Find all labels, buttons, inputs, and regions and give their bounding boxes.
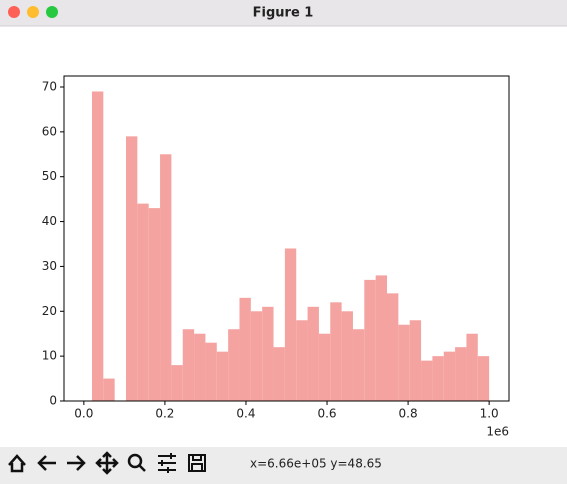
- save-button[interactable]: [188, 454, 206, 472]
- axes-frame: [63, 75, 510, 402]
- bar: [330, 302, 342, 401]
- bar: [250, 311, 263, 401]
- bar: [409, 320, 422, 401]
- bar: [398, 324, 410, 401]
- bar: [205, 342, 217, 401]
- bar: [137, 203, 149, 401]
- bar: [318, 333, 331, 401]
- x-tick-label: 0.2: [155, 407, 174, 421]
- bar: [228, 329, 240, 401]
- bar: [466, 333, 478, 401]
- y-tick-label: 10: [42, 349, 57, 363]
- bar: [364, 279, 376, 401]
- y-tick-label: 20: [42, 304, 57, 318]
- zoom-rect-button[interactable]: [127, 453, 146, 472]
- x-tick-label: 1.0: [480, 407, 499, 421]
- bar: [421, 360, 433, 401]
- title-bar: [0, 0, 567, 26]
- y-tick-label: 60: [42, 124, 57, 138]
- bar: [182, 329, 195, 401]
- window-title: Figure 1: [253, 6, 314, 21]
- status-text: x=6.66e+05 y=48.65: [250, 457, 382, 471]
- bar: [375, 275, 388, 401]
- y-tick-label: 40: [42, 214, 57, 228]
- x-tick-label: 0.6: [317, 407, 336, 421]
- y-tick-label: 50: [42, 169, 57, 183]
- bar: [341, 311, 353, 401]
- y-tick-label: 70: [42, 79, 57, 93]
- bar: [443, 351, 456, 401]
- forward-button[interactable]: [67, 455, 86, 471]
- y-tick-label: 0: [49, 394, 57, 408]
- bar: [148, 208, 161, 401]
- x-tick-label: 0.4: [236, 407, 255, 421]
- bar: [477, 356, 490, 401]
- bar: [262, 306, 274, 401]
- bar: [91, 91, 104, 401]
- home-button[interactable]: [8, 454, 26, 473]
- back-button[interactable]: [37, 455, 56, 471]
- bar: [387, 293, 399, 401]
- pan-button[interactable]: [95, 451, 119, 475]
- bar: [284, 248, 297, 401]
- bar: [216, 351, 229, 401]
- bar: [273, 347, 285, 401]
- bar: [171, 365, 183, 401]
- bar: [126, 136, 138, 401]
- bar: [194, 333, 206, 401]
- bar: [160, 154, 172, 401]
- bar: [307, 306, 319, 401]
- toolbar-icons: [8, 451, 206, 475]
- bar: [239, 297, 251, 401]
- x-offset-label: 1e6: [486, 425, 509, 439]
- configure-button[interactable]: [158, 453, 176, 473]
- bar: [352, 329, 365, 401]
- minimize-button[interactable]: [27, 6, 39, 18]
- x-tick-label: 0.8: [399, 407, 418, 421]
- bar: [432, 356, 444, 401]
- bar: [103, 378, 115, 401]
- close-button[interactable]: [8, 6, 20, 18]
- bar: [296, 320, 308, 401]
- y-tick-label: 30: [42, 259, 57, 273]
- zoom-button[interactable]: [46, 6, 58, 18]
- x-tick-label: 0.0: [74, 407, 93, 421]
- bar: [455, 347, 467, 401]
- toolbar: [0, 447, 567, 484]
